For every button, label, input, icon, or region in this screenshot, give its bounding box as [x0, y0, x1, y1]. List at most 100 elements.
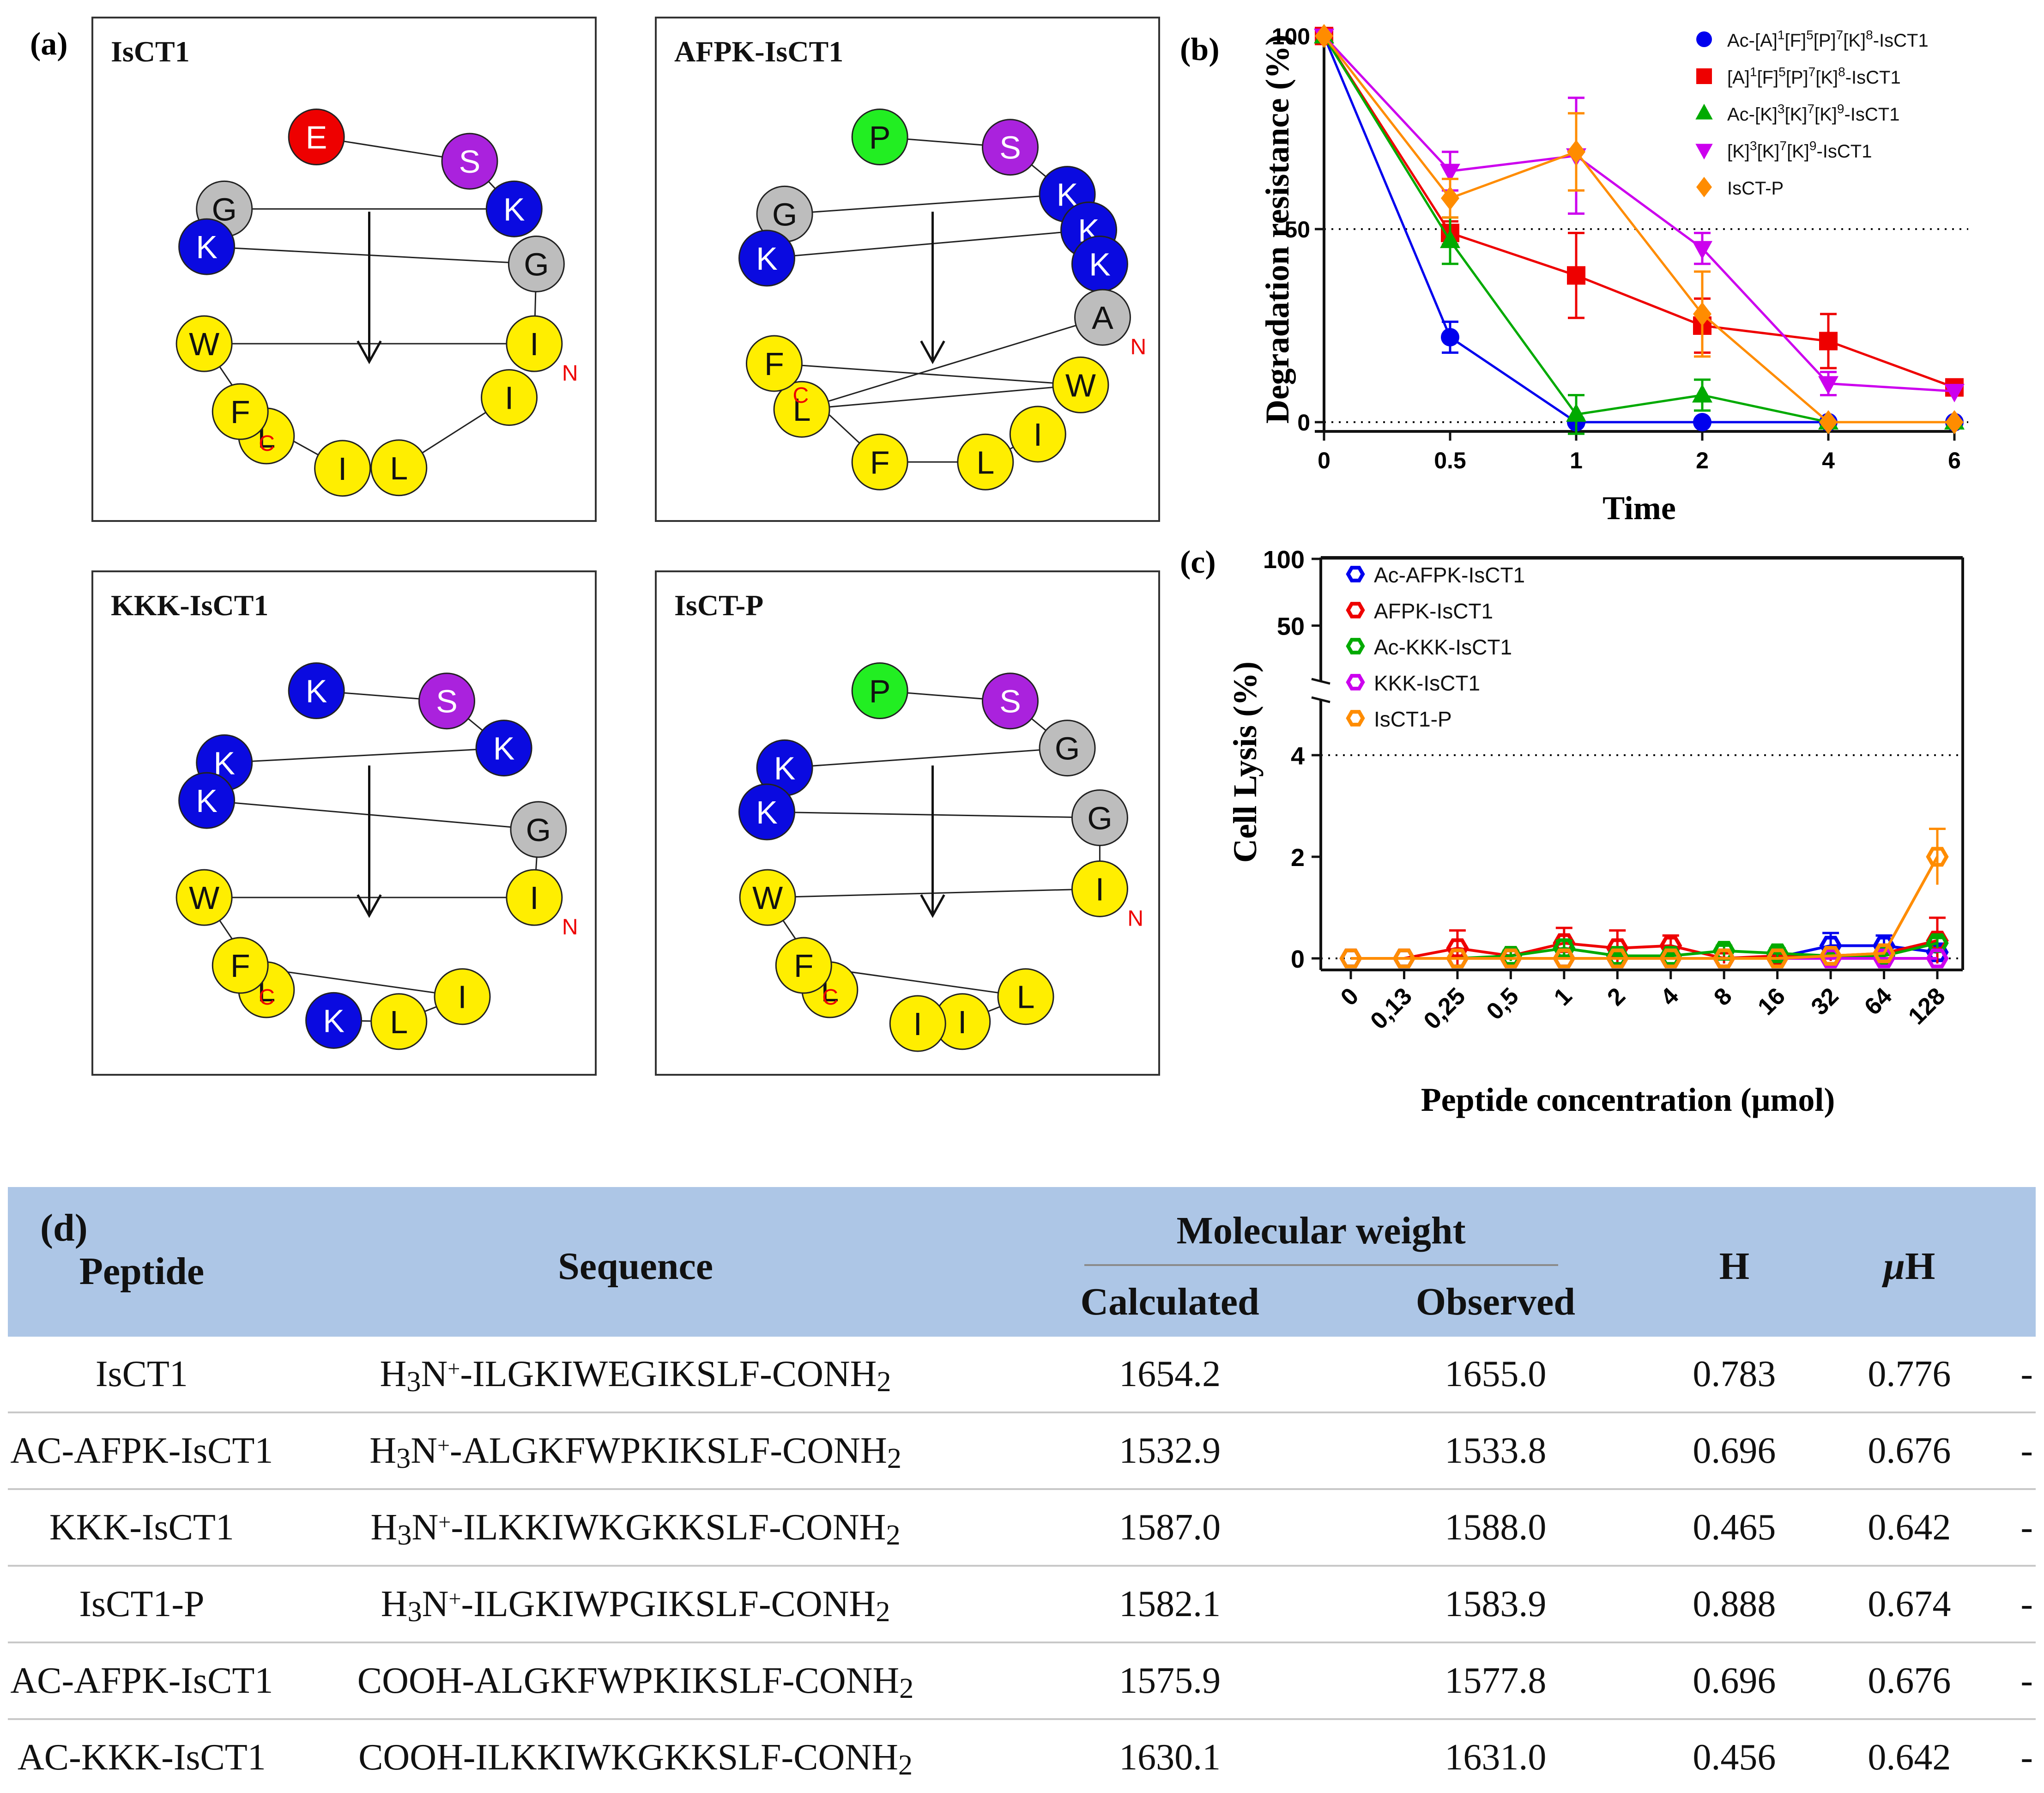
residue-circle: [851, 662, 908, 720]
x-axis-label: Time: [1603, 490, 1676, 527]
residue-label: G: [526, 812, 551, 848]
x-tick-label: 32: [1806, 982, 1844, 1020]
residue-circle: [510, 801, 567, 858]
seq-prefix-sub: 3: [407, 1595, 422, 1628]
calculated-mw: 1654.2: [1119, 1353, 1221, 1394]
calculated-cell: 1582.1: [995, 1566, 1344, 1643]
x-tick-label: 0: [1318, 448, 1330, 473]
h-value: 0.465: [1693, 1507, 1776, 1548]
residue-circle: [485, 180, 543, 237]
y-tick-label: 2: [1291, 844, 1305, 872]
sequence-cell: H3N+-ALGKFWPKIKSLF-CONH2: [275, 1412, 996, 1490]
residue-label: I: [530, 326, 538, 362]
residue-circle: [1071, 789, 1128, 846]
residue-label: S: [999, 130, 1021, 166]
seq-body: -ILKKIWKGKKSLF-CONH: [451, 1507, 886, 1548]
wheel-title: IsCT-P: [674, 589, 763, 622]
legend-label-part: 7: [1779, 139, 1787, 153]
frame-top: [1321, 559, 1963, 560]
mu-h-cell: 0.676: [1821, 1412, 1997, 1490]
peptide-name: KKK-IsCT1: [49, 1507, 234, 1548]
mu-h-value: 0.676: [1868, 1430, 1951, 1471]
residue-circle: [738, 783, 795, 841]
calculated-header: Calculated: [1080, 1280, 1259, 1323]
data-point: [1567, 266, 1585, 285]
x-tick-label: 0: [1336, 982, 1364, 1011]
residue-label: K: [756, 241, 778, 277]
data-point: [1766, 943, 1789, 963]
seq-ion-sup: +: [448, 1356, 460, 1381]
legend-label-part: [K]: [1727, 141, 1750, 162]
table-row: IsCT1-P H3N+-ILGKIWPGIKSLF-CONH2 1582.1 158…: [8, 1566, 2036, 1643]
panel-label-c: (c): [1180, 545, 1216, 580]
legend-label: [A]1[F]5[P]7[K]8-IsCT1: [1727, 65, 1901, 88]
legend-label: KKK-IsCT1: [1374, 671, 1480, 695]
wheel-frame: [655, 570, 1160, 1076]
residue-circle: [506, 869, 563, 926]
residue-circle: [481, 369, 538, 426]
residue-label: I: [530, 880, 538, 916]
residue-circle: [1052, 356, 1109, 413]
h-cell: 0.783: [1646, 1337, 1822, 1413]
h-value: 0.888: [1693, 1583, 1776, 1624]
h-value: 0.456: [1693, 1737, 1776, 1778]
x-tick-label: 1: [1549, 982, 1577, 1011]
legend-label-part: 8: [1838, 65, 1845, 79]
data-point: [1446, 948, 1469, 969]
observed-mw: 1583.9: [1445, 1583, 1547, 1624]
x-tick-label: 64: [1859, 982, 1897, 1020]
residue-label: W: [752, 880, 783, 916]
x-tick-label: 2: [1696, 448, 1709, 473]
residue-circle: [305, 992, 363, 1049]
observed-mw: 1588.0: [1445, 1507, 1547, 1548]
seq-ion-sup: +: [448, 1586, 461, 1611]
residue-circle: [288, 662, 345, 720]
data-point: [1446, 938, 1469, 958]
table-header-row-1: (d) Peptide Sequence Molecular weight H …: [8, 1187, 2036, 1293]
h-cell: 0.465: [1646, 1489, 1822, 1567]
data-point: [1440, 164, 1460, 182]
trail-cell: -: [1996, 1337, 2036, 1413]
legend-label-part: 5: [1806, 28, 1814, 42]
seq-ion: N: [411, 1430, 437, 1471]
residue-label: F: [794, 948, 814, 984]
residue-label: S: [459, 144, 481, 180]
seq-prefix-sub: 3: [406, 1365, 421, 1398]
seq-body: -ALGKFWPKIKSLF-CONH: [462, 1660, 900, 1701]
mu-h-label: H: [1905, 1245, 1935, 1288]
legend-marker: [1346, 674, 1365, 691]
degradation-chart: (b) 0 50 100 0 0.5 1 2 4 6 Time Degradation resista…: [1180, 24, 1968, 527]
residue-label: G: [524, 246, 549, 282]
seq-ion: N: [422, 1583, 449, 1624]
x-tick-label: 2: [1602, 982, 1630, 1011]
residue-label: K: [756, 794, 778, 830]
legend-label-part: 9: [1837, 102, 1844, 116]
residue-label: L: [976, 444, 994, 480]
observed-mw: 1533.8: [1445, 1430, 1547, 1471]
wheel-title: AFPK-IsCT1: [674, 35, 843, 68]
legend-label: AFPK-IsCT1: [1374, 599, 1493, 623]
trail-header: [1997, 1187, 2036, 1337]
data-point: [1872, 948, 1896, 969]
sequence-header: Sequence: [558, 1245, 714, 1288]
peptide-name: AC-AFPK-IsCT1: [10, 1660, 273, 1701]
trail-mark: -: [2020, 1353, 2033, 1394]
residue-label: W: [189, 880, 219, 916]
peptide-properties-table: (d) Peptide Sequence Molecular weight H …: [8, 1187, 2036, 1793]
trail-cell: -: [1996, 1566, 2036, 1643]
residue-circle: [957, 433, 1014, 491]
arrow-head-icon: [357, 894, 382, 918]
residue-circle: [314, 440, 371, 497]
residue-label: I: [1095, 871, 1104, 907]
data-point: [1944, 384, 1965, 403]
y-tick-label: 0: [1297, 410, 1310, 436]
arrow-head-icon: [920, 340, 945, 364]
legend-label-part: IsCT-P: [1727, 178, 1784, 199]
residue-circle: [889, 995, 946, 1052]
h-value: 0.696: [1693, 1660, 1776, 1701]
wheel-connector: [774, 363, 1081, 386]
table-row: AC-AFPK-IsCT1 COOH-ALGKFWPKIKSLF-CONH2 157…: [8, 1642, 2036, 1720]
y-axis-label: Degradation resistance (%): [1259, 35, 1296, 424]
legend-label: Ac-KKK-IsCT1: [1374, 635, 1512, 659]
